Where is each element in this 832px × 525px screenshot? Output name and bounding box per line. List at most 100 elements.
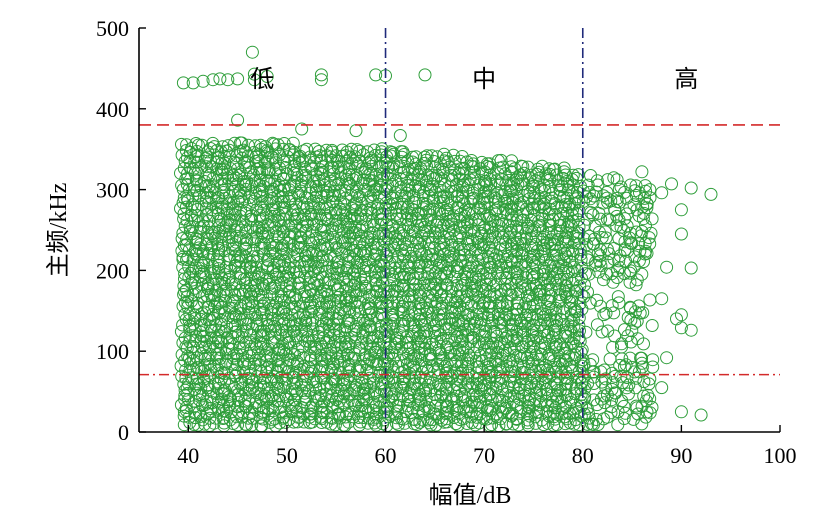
- data-point: [458, 276, 472, 290]
- data-point: [504, 223, 518, 237]
- data-point: [333, 358, 347, 372]
- data-point: [177, 377, 191, 391]
- data-point: [610, 173, 624, 187]
- data-point: [435, 413, 449, 427]
- data-point: [674, 321, 688, 335]
- data-point: [266, 404, 280, 418]
- data-point: [694, 408, 708, 422]
- data-point: [640, 197, 654, 211]
- data-point: [348, 271, 362, 285]
- data-point: [443, 231, 457, 245]
- data-point: [369, 68, 383, 82]
- data-point: [572, 237, 586, 251]
- data-point: [450, 231, 464, 245]
- data-point: [262, 163, 276, 177]
- data-point: [464, 215, 478, 229]
- data-point: [369, 247, 383, 261]
- data-point: [568, 302, 582, 316]
- data-point: [289, 197, 303, 211]
- data-point: [348, 328, 362, 342]
- data-point: [614, 180, 628, 194]
- data-point: [274, 293, 288, 307]
- data-point: [335, 349, 349, 363]
- data-point: [244, 342, 258, 356]
- data-point: [440, 340, 454, 354]
- data-point: [419, 311, 433, 325]
- data-point: [339, 271, 353, 284]
- data-point: [312, 145, 326, 158]
- data-point: [192, 261, 206, 275]
- data-point: [635, 360, 649, 374]
- data-point: [226, 169, 240, 183]
- data-point: [557, 253, 571, 267]
- data-point: [456, 254, 469, 268]
- data-point: [582, 411, 596, 425]
- data-point: [424, 348, 437, 362]
- data-point: [386, 308, 400, 322]
- data-point: [221, 139, 235, 153]
- data-point: [573, 324, 586, 338]
- data-point: [316, 160, 330, 174]
- data-point: [611, 418, 625, 432]
- data-point: [483, 300, 497, 314]
- data-point: [465, 416, 479, 429]
- data-point: [639, 244, 653, 258]
- data-point: [499, 387, 513, 401]
- data-point: [555, 407, 569, 421]
- data-point: [495, 371, 508, 385]
- data-point: [628, 316, 642, 330]
- data-point: [345, 142, 358, 156]
- data-point: [604, 194, 618, 208]
- data-point: [435, 301, 449, 315]
- data-point: [618, 323, 631, 337]
- data-point: [574, 394, 588, 408]
- data-point: [179, 404, 193, 417]
- data-point: [447, 383, 461, 397]
- data-point: [194, 221, 208, 235]
- data-point: [364, 365, 378, 379]
- data-point: [548, 196, 562, 210]
- data-point: [247, 73, 261, 87]
- data-point: [337, 354, 351, 368]
- data-point: [324, 417, 338, 431]
- data-point: [575, 359, 589, 373]
- data-point: [640, 246, 654, 260]
- data-point: [231, 366, 245, 380]
- data-point: [629, 189, 643, 202]
- data-point: [276, 337, 289, 351]
- data-point: [418, 150, 432, 164]
- data-point: [655, 292, 669, 306]
- data-point: [475, 155, 489, 169]
- data-point: [630, 203, 644, 217]
- data-point: [433, 242, 447, 256]
- data-point: [439, 151, 453, 165]
- data-point: [197, 266, 211, 280]
- data-point: [437, 147, 451, 161]
- data-point: [253, 208, 267, 222]
- data-point: [178, 219, 192, 233]
- data-point: [467, 316, 481, 330]
- data-point: [336, 212, 350, 226]
- data-point: [240, 324, 254, 338]
- data-point: [411, 389, 425, 403]
- data-point: [684, 261, 698, 275]
- data-point: [600, 185, 614, 199]
- data-point: [467, 346, 481, 360]
- data-point: [305, 415, 319, 429]
- data-point: [271, 302, 285, 316]
- data-point: [538, 184, 552, 198]
- data-point: [521, 206, 535, 220]
- data-point: [186, 163, 200, 176]
- data-point: [176, 76, 190, 90]
- data-point: [295, 122, 309, 136]
- data-point: [623, 201, 637, 215]
- data-point: [222, 400, 236, 413]
- y-tick-label: 300: [96, 178, 129, 203]
- data-point: [524, 363, 538, 377]
- data-point: [360, 259, 374, 272]
- data-point: [503, 313, 517, 327]
- data-point: [597, 189, 610, 203]
- data-point: [674, 308, 688, 322]
- data-point: [606, 275, 620, 289]
- data-point: [613, 358, 627, 372]
